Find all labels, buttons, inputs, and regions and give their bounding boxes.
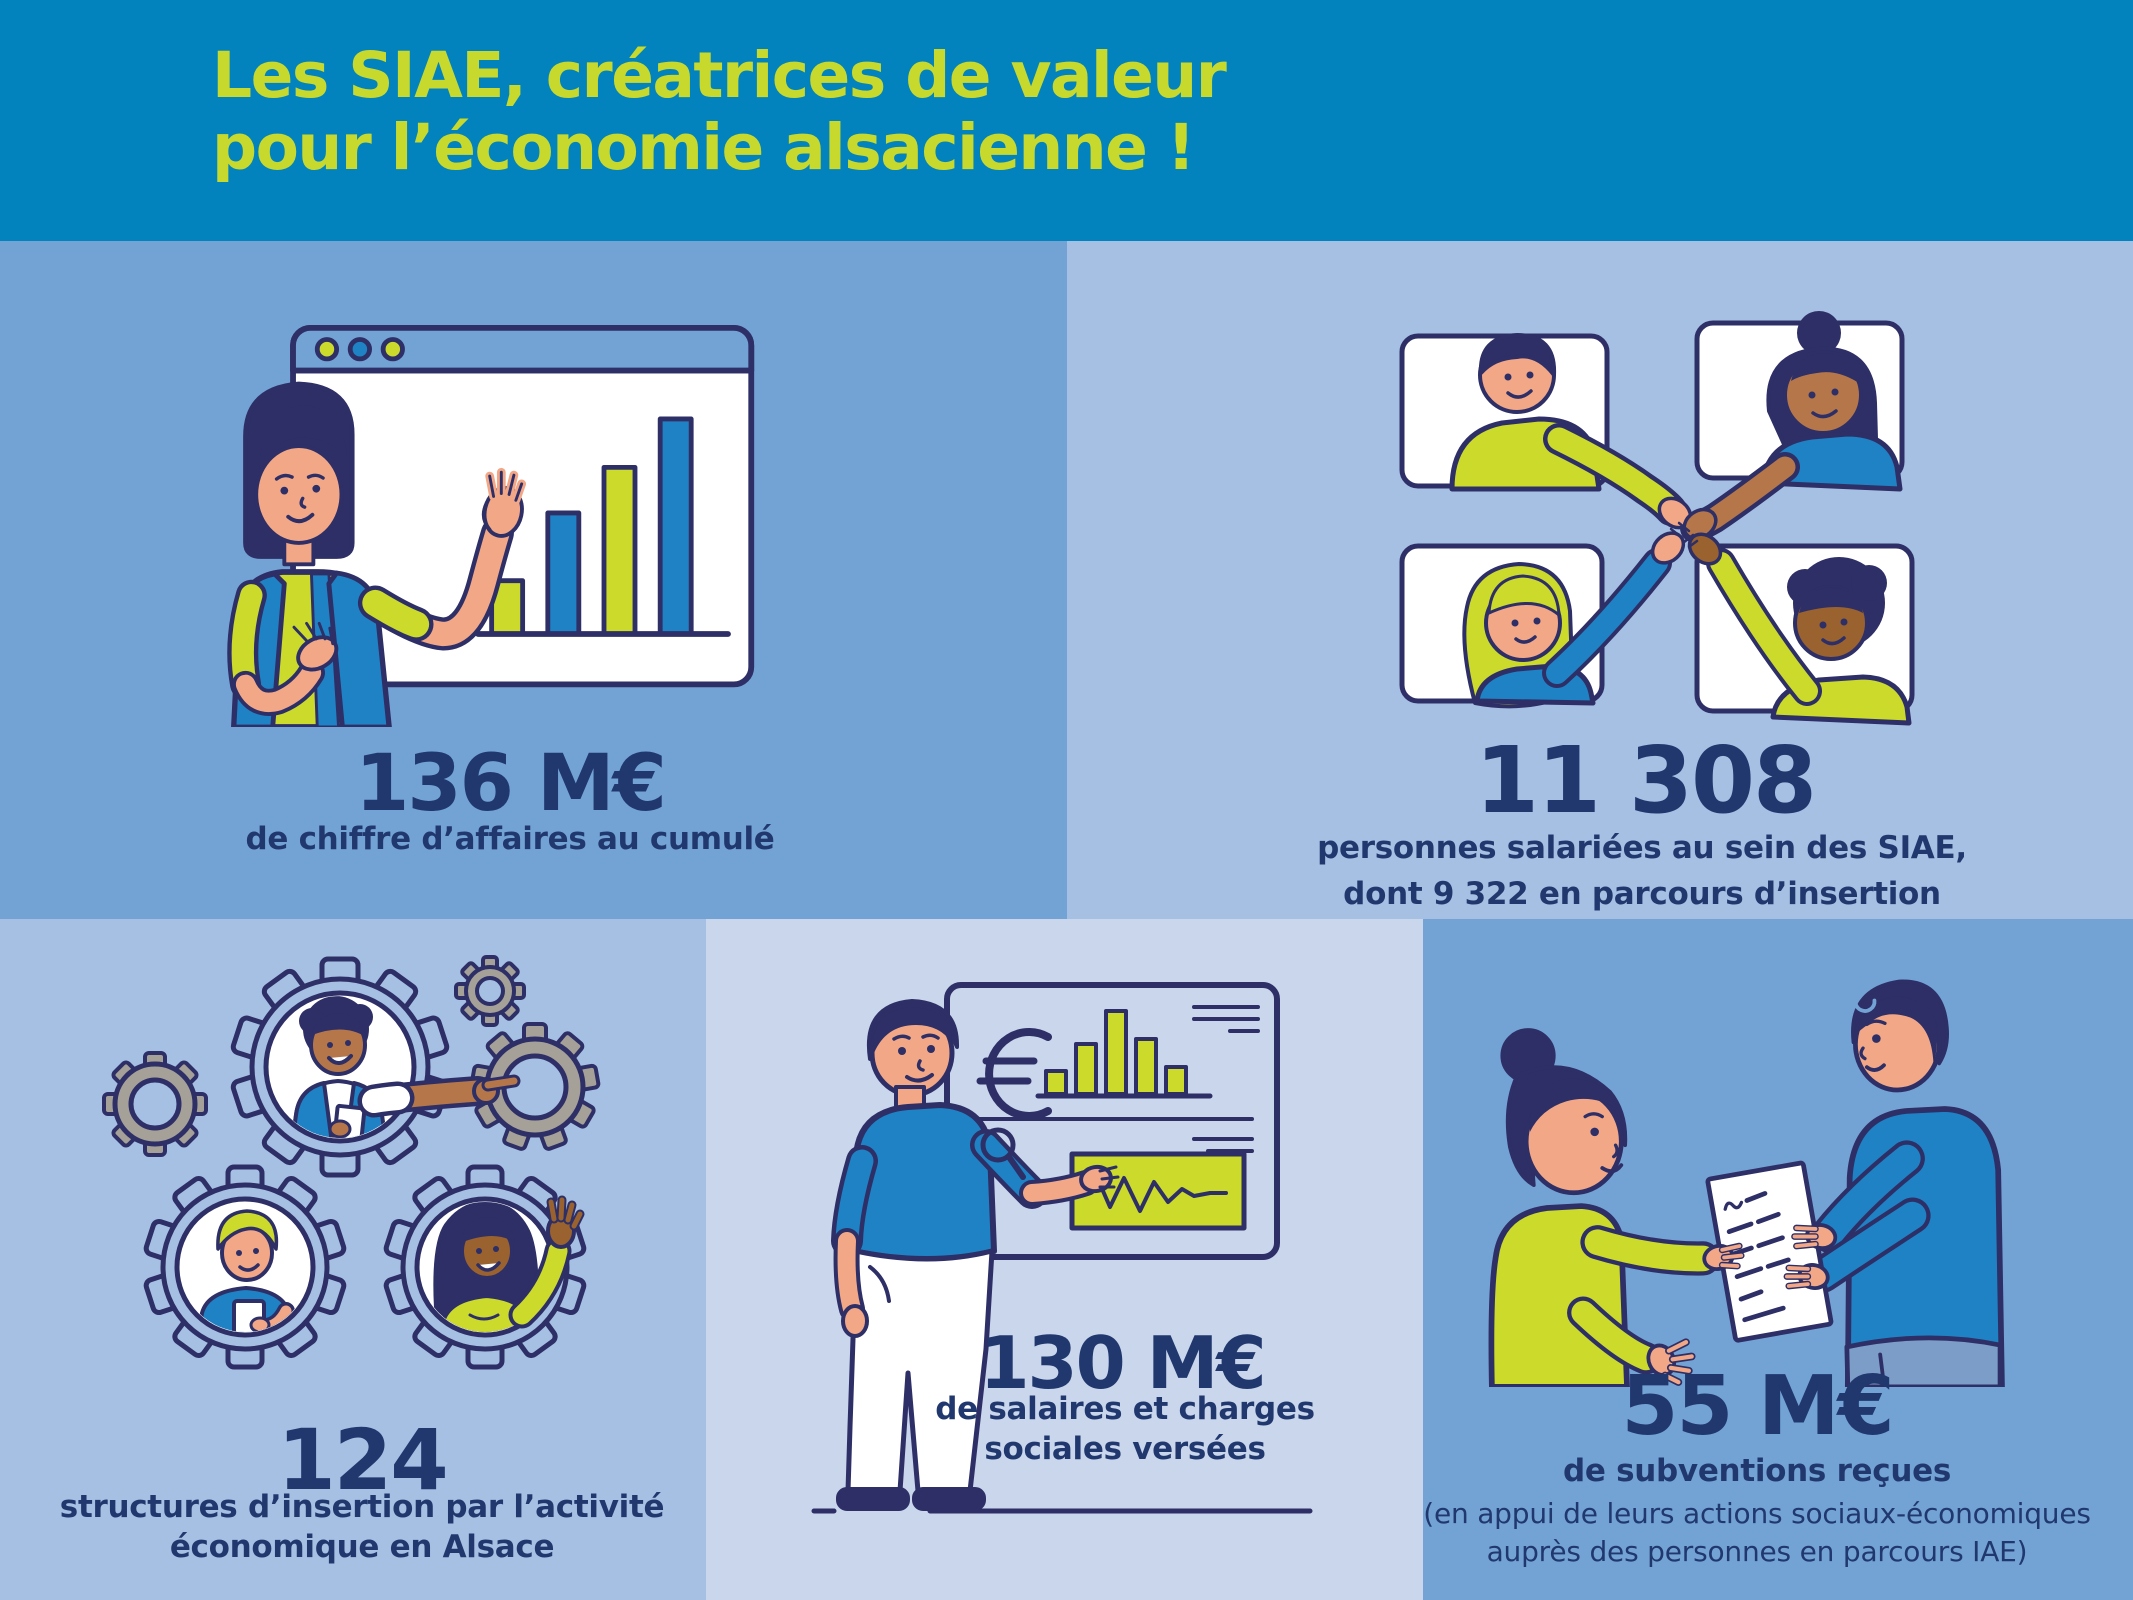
giving-woman [1488,1028,1721,1387]
portrait-man-vest [290,996,388,1138]
stat-caption-bold: de subventions reçues [1562,1453,1952,1489]
portrait-man-tablet [196,1209,295,1332]
person-blonde-woman [1462,548,1672,709]
stat-value: 124 [277,1411,448,1509]
stat-value: 136 M€ [355,739,667,829]
gripping-hands [1702,1223,1838,1290]
presenter-woman [227,381,527,727]
panel-subventions: 55 M€ de subventions reçues (en appui de… [1423,919,2133,1600]
hands-cluster [1650,496,1723,566]
panel-salaires: 130 M€ de salaires et charges sociales v… [706,919,1423,1600]
magnifier-handle [1006,1154,1026,1180]
stat-value: 11 308 [1474,727,1817,834]
shoe [912,1487,986,1511]
receiving-man [1804,979,2005,1387]
gear-gray-left [102,1051,208,1157]
stat-caption: de salaires et charges sociales versées [935,1391,1315,1467]
gear-portrait-left [143,1164,347,1370]
panel-chiffre-affaires: 136 M€ de chiffre d’affaires au cumulé [0,241,1067,919]
gear-gray-right [469,1022,601,1151]
stat-caption: personnes salariées au sein des SIAE, do… [1317,830,1967,912]
stat-caption: de chiffre d’affaires au cumulé [245,821,775,857]
euro-icon [985,1028,1052,1120]
portrait-woman-waving [433,1202,539,1332]
header-band: Les SIAE, créatrices de valeur pour l’éc… [0,0,2133,241]
stat-value: 130 M€ [979,1321,1266,1405]
page-title: Les SIAE, créatrices de valeur pour l’éc… [212,39,1227,184]
woman-presenting-bar-chart-illustration [227,324,755,727]
stat-value: 55 M€ [1621,1359,1894,1454]
window-dot-icon [347,337,372,362]
pointing-arm [357,1074,521,1118]
people-in-gears-illustration [102,955,601,1370]
finance-board [944,982,1280,1260]
growth-bar-chart [475,416,731,637]
presenter-man [831,999,1120,1511]
stat-caption: structures d’insertion par l’activité éc… [59,1489,665,1565]
shoe [836,1487,910,1511]
team-hands-together-illustration [1399,311,1915,726]
title-line-1: Les SIAE, créatrices de valeur [212,39,1227,112]
person-afro-man [1706,548,1912,726]
gear-gray-small [454,955,526,1027]
gear-portrait-right [383,1164,587,1370]
man-presenting-finance-board-illustration [811,982,1313,1514]
panel-personnes-salariees: 11 308 personnes salariées au sein des S… [1067,241,2133,919]
document-handover-illustration [1488,979,2005,1387]
title-line-2: pour l’économie alsacienne ! [212,111,1196,184]
window-dot-icon [314,337,340,362]
gear-portrait-top [230,956,521,1178]
panel-structures: 124 structures d’insertion par l’activit… [0,919,706,1600]
waving-arm [508,1195,585,1329]
window-dot-icon [380,337,405,362]
magnifier-icon [980,1127,1016,1163]
yellow-bar-chart [1035,1009,1213,1099]
stat-caption-small: (en appui de leurs actions sociaux-écono… [1423,1497,2091,1568]
